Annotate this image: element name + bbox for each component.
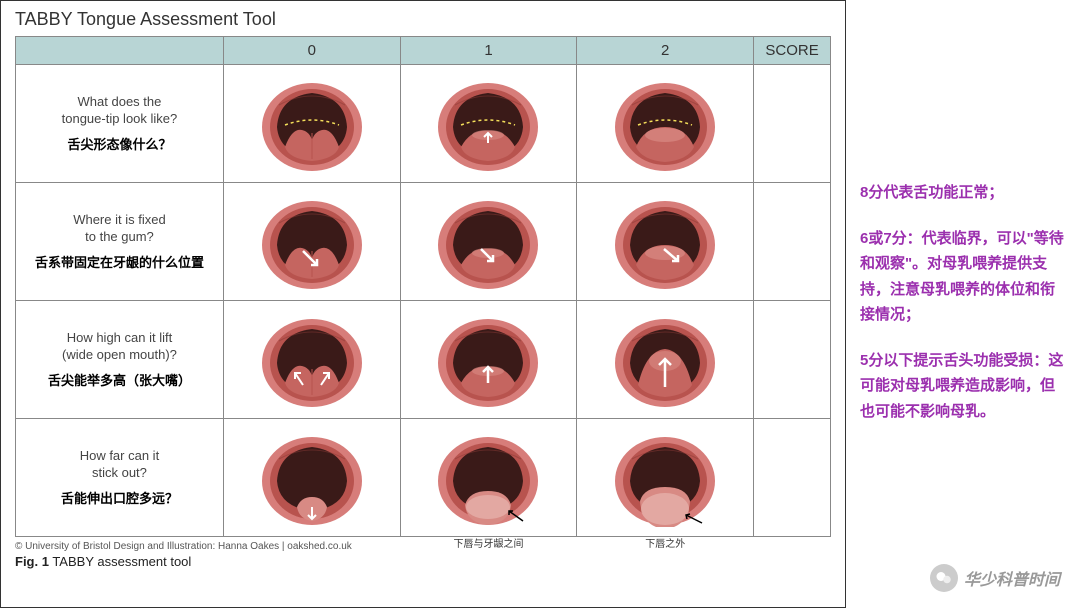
mouth-caption: 下唇之外 [577, 535, 753, 550]
mouth-icon [255, 429, 369, 527]
col-0: 0 [223, 37, 400, 65]
mouth-icon [431, 75, 545, 173]
notes-panel: 8分代表舌功能正常； 6或7分：代表临界，可以"等待和观察"。对母乳喂养提供支持… [846, 0, 1080, 608]
mouth-icon [608, 193, 722, 291]
mouth-cell [577, 183, 754, 301]
figure-label: Fig. 1 TABBY assessment tool [15, 554, 831, 569]
mouth-caption: 下唇与牙龈之间 [401, 535, 577, 550]
note-2: 6或7分：代表临界，可以"等待和观察"。对母乳喂养提供支持，注意母乳喂养的体位和… [860, 226, 1066, 328]
mouth-cell [400, 301, 577, 419]
mouth-cell [577, 301, 754, 419]
mouth-cell [223, 183, 400, 301]
mouth-cell [223, 65, 400, 183]
note-1: 8分代表舌功能正常； [860, 180, 1066, 206]
mouth-cell [223, 419, 400, 537]
question-cell: How high can it lift(wide open mouth)? 舌尖… [16, 301, 224, 419]
wechat-icon [930, 564, 958, 592]
mouth-cell [400, 183, 577, 301]
col-2: 2 [577, 37, 754, 65]
assessment-panel: TABBY Tongue Assessment Tool 0 1 2 SCORE… [0, 0, 846, 608]
question-cn: 舌能伸出口腔多远？ [22, 488, 217, 507]
mouth-cell [400, 65, 577, 183]
mouth-icon [431, 429, 545, 527]
mouth-icon [608, 311, 722, 409]
mouth-cell: 下唇之外 [577, 419, 754, 537]
mouth-cell [577, 65, 754, 183]
mouth-icon [608, 75, 722, 173]
note-3: 5分以下提示舌头功能受损：这可能对母乳喂养造成影响，但也可能不影响母乳。 [860, 348, 1066, 425]
mouth-icon [431, 311, 545, 409]
question-cell: How far can itstick out? 舌能伸出口腔多远？ [16, 419, 224, 537]
watermark: 华少科普时间 [930, 564, 1060, 592]
question-cn: 舌系带固定在牙龈的什么位置 [22, 252, 217, 271]
question-cell: What does thetongue-tip look like? 舌尖形态像什… [16, 65, 224, 183]
col-1: 1 [400, 37, 577, 65]
question-en: Where it is fixedto the gum? [22, 212, 217, 246]
mouth-cell [223, 301, 400, 419]
mouth-icon [608, 429, 722, 527]
score-cell [754, 301, 831, 419]
col-score: SCORE [754, 37, 831, 65]
score-cell [754, 183, 831, 301]
question-cn: 舌尖形态像什么？ [22, 134, 217, 153]
col-question [16, 37, 224, 65]
title: TABBY Tongue Assessment Tool [15, 9, 831, 30]
mouth-icon [431, 193, 545, 291]
question-en: How far can itstick out? [22, 448, 217, 482]
mouth-icon [255, 193, 369, 291]
question-cn: 舌尖能举多高（张大嘴） [22, 370, 217, 389]
score-cell [754, 65, 831, 183]
assessment-table: 0 1 2 SCORE What does thetongue-tip look… [15, 36, 831, 537]
mouth-icon [255, 311, 369, 409]
question-en: How high can it lift(wide open mouth)? [22, 330, 217, 364]
mouth-icon [255, 75, 369, 173]
question-en: What does thetongue-tip look like? [22, 94, 217, 128]
question-cell: Where it is fixedto the gum? 舌系带固定在牙龈的什么位… [16, 183, 224, 301]
mouth-cell: 下唇与牙龈之间 [400, 419, 577, 537]
score-cell [754, 419, 831, 537]
